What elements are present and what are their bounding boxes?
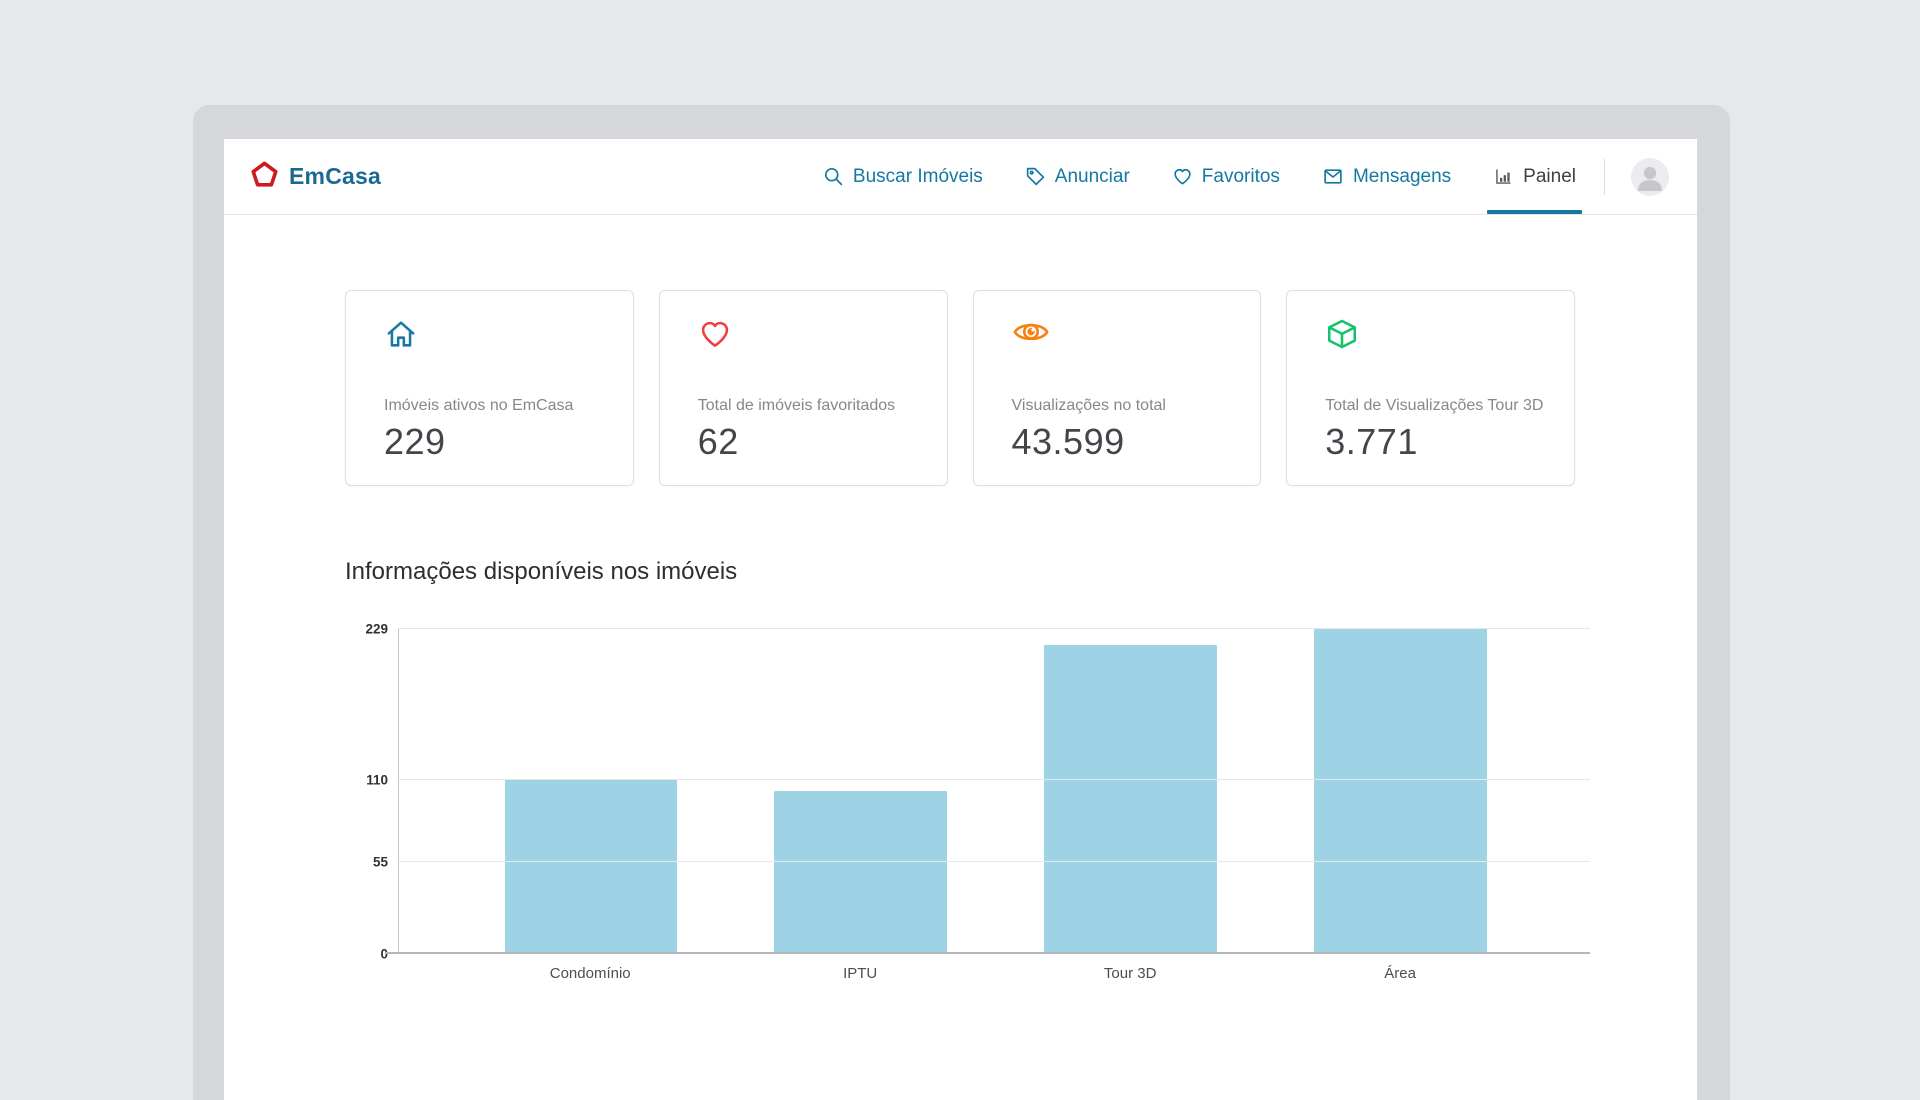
x-tick-label: Área bbox=[1384, 965, 1416, 982]
emcasa-pentagon-icon bbox=[250, 160, 279, 194]
eye-icon bbox=[1012, 317, 1241, 353]
heart-icon bbox=[1172, 166, 1193, 187]
heart-icon bbox=[698, 317, 927, 353]
bar-band bbox=[726, 628, 996, 953]
grid-line bbox=[399, 779, 1590, 781]
nav-divider bbox=[1604, 158, 1605, 195]
tag-icon bbox=[1025, 166, 1046, 187]
stats-row: Imóveis ativos no EmCasa 229 Total de im… bbox=[345, 290, 1575, 486]
y-tick-label: 229 bbox=[365, 621, 388, 637]
bar-área bbox=[1314, 628, 1487, 953]
house-icon bbox=[384, 317, 613, 353]
brand-name: EmCasa bbox=[289, 163, 381, 189]
nav-label: Buscar Imóveis bbox=[852, 165, 983, 187]
stat-label: Total de imóveis favoritados bbox=[697, 397, 896, 414]
nav-item-mensagens[interactable]: Mensagens bbox=[1322, 139, 1451, 214]
stat-value: 43.599 bbox=[1011, 421, 1125, 462]
y-tick-label: 0 bbox=[380, 946, 388, 962]
bar-tour-3d bbox=[1044, 644, 1217, 953]
stat-value: 62 bbox=[697, 421, 739, 462]
chart-x-axis: Condomínio IPTU Tour 3D Área bbox=[345, 965, 1590, 982]
nav-label: Painel bbox=[1523, 165, 1576, 187]
bar-band bbox=[456, 628, 726, 953]
avatar[interactable] bbox=[1631, 157, 1669, 196]
bar-chart: 0 55 110 229 bbox=[345, 622, 1590, 962]
dashboard-main: Imóveis ativos no EmCasa 229 Total de im… bbox=[224, 290, 1697, 982]
stat-card-tour3d: Total de Visualizações Tour 3D 3.771 bbox=[1286, 290, 1575, 486]
main-nav: Buscar Imóveis Anunciar bbox=[781, 139, 1669, 214]
grid-line bbox=[399, 628, 1590, 629]
bar-band bbox=[1265, 628, 1535, 953]
bar-chart-icon bbox=[1493, 166, 1514, 187]
nav-item-favoritos[interactable]: Favoritos bbox=[1172, 139, 1280, 214]
active-tab-indicator bbox=[1487, 210, 1582, 214]
envelope-icon bbox=[1322, 166, 1344, 187]
chart-y-axis: 0 55 110 229 bbox=[345, 622, 398, 962]
grid-line bbox=[399, 861, 1590, 863]
chart-bars bbox=[456, 628, 1535, 953]
y-tick-label: 110 bbox=[366, 772, 388, 788]
cube-icon bbox=[1325, 317, 1554, 353]
bar-condomínio bbox=[504, 779, 678, 953]
chart-title: Informações disponíveis nos imóveis bbox=[345, 558, 738, 585]
brand-logo[interactable]: EmCasa bbox=[250, 160, 381, 194]
search-icon bbox=[823, 166, 844, 187]
stat-label: Imóveis ativos no EmCasa bbox=[384, 397, 574, 414]
header: EmCasa Buscar Imóveis bbox=[224, 139, 1697, 215]
chart-x-axis-labels: Condomínio IPTU Tour 3D Área bbox=[455, 965, 1535, 982]
y-tick-label: 55 bbox=[372, 854, 388, 870]
nav-label: Mensagens bbox=[1352, 165, 1452, 187]
x-tick-label: IPTU bbox=[843, 965, 878, 982]
nav-label: Anunciar bbox=[1054, 165, 1130, 187]
browser-frame: EmCasa Buscar Imóveis bbox=[193, 105, 1730, 1100]
stat-value: 229 bbox=[384, 421, 446, 462]
nav-item-anunciar[interactable]: Anunciar bbox=[1025, 139, 1130, 214]
x-tick-label: Tour 3D bbox=[1103, 965, 1157, 982]
stat-value: 3.771 bbox=[1325, 421, 1418, 462]
chart-plot bbox=[385, 628, 1590, 954]
app-window: EmCasa Buscar Imóveis bbox=[224, 139, 1697, 1100]
stat-card-visualizacoes: Visualizações no total 43.599 bbox=[972, 290, 1262, 486]
stat-label: Total de Visualizações Tour 3D bbox=[1325, 397, 1544, 414]
nav-label: Favoritos bbox=[1201, 165, 1280, 187]
bar-iptu bbox=[774, 791, 948, 953]
stat-card-favoritados: Total de imóveis favoritados 62 bbox=[658, 290, 948, 486]
stat-card-imoveis-ativos: Imóveis ativos no EmCasa 229 bbox=[345, 290, 634, 486]
chart-baseline bbox=[385, 952, 1590, 954]
bar-band bbox=[996, 628, 1266, 953]
nav-item-painel[interactable]: Painel bbox=[1487, 139, 1582, 214]
x-tick-label: Condomínio bbox=[549, 965, 631, 982]
nav-item-buscar-imoveis[interactable]: Buscar Imóveis bbox=[823, 139, 983, 214]
stat-label: Visualizações no total bbox=[1011, 397, 1166, 414]
